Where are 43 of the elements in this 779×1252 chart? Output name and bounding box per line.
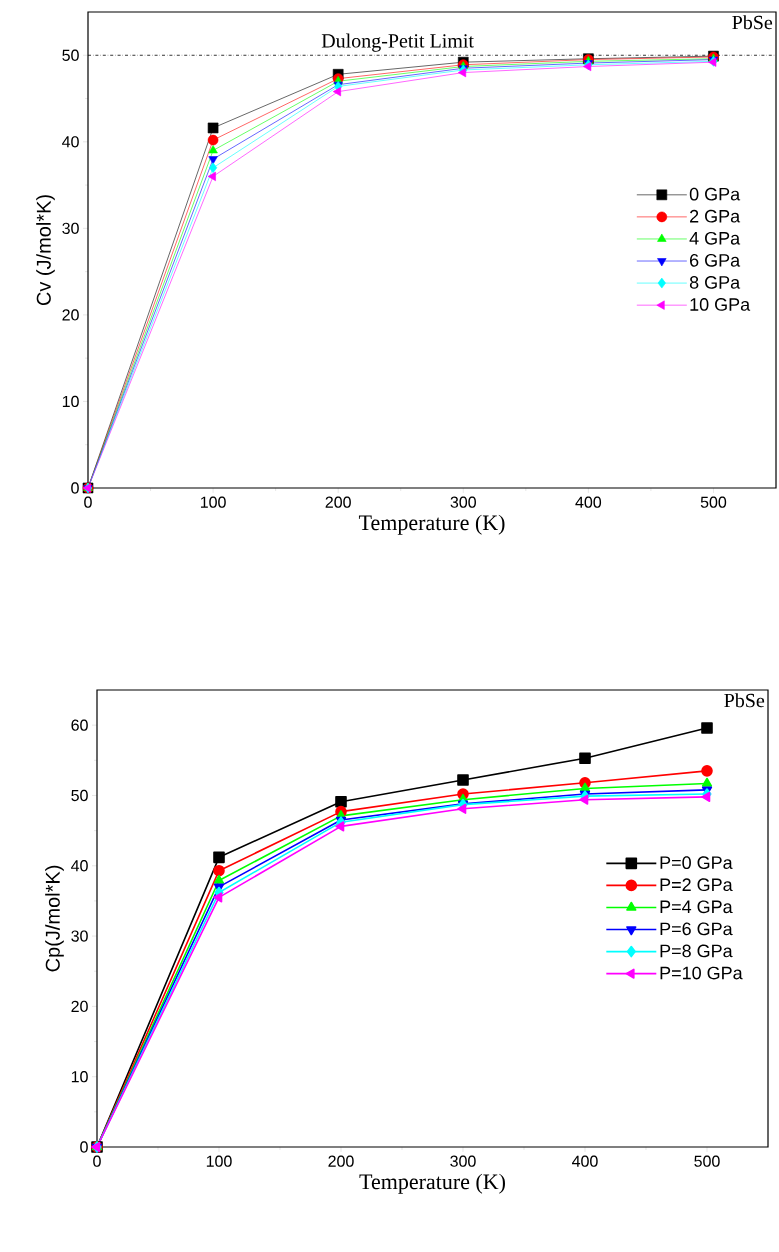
y-axis-title: Cv (J/mol*K) [36, 195, 55, 306]
y-axis-title: Cp(J/mol*K) [45, 865, 64, 972]
x-tick-label: 300 [450, 1155, 476, 1167]
legend-label: 10 GPa [690, 298, 751, 311]
x-tick-label: 0 [93, 1155, 101, 1167]
legend-label: P=6 GPa [660, 922, 733, 936]
x-tick-label: 200 [328, 1155, 354, 1167]
y-tick-label: 30 [62, 222, 79, 235]
y-tick-label: 10 [71, 1071, 88, 1083]
y-tick-label: 50 [71, 789, 88, 802]
x-axis-title: Temperature (K) [358, 514, 505, 535]
x-tick-label: 100 [200, 496, 226, 508]
x-tick-label: 400 [575, 496, 602, 508]
y-tick-label: 30 [71, 930, 88, 942]
legend-label: 6 GPa [690, 253, 741, 267]
legend-label: P=4 GPa [660, 900, 733, 914]
x-axis-title: Temperature (K) [359, 1173, 505, 1194]
x-tick-label: 100 [206, 1155, 232, 1167]
ref-line-label: Dulong-Petit Limit [321, 33, 474, 52]
y-tick-label: 0 [71, 482, 79, 494]
x-tick-label: 500 [694, 1155, 720, 1167]
y-tick-label: 10 [62, 395, 79, 408]
legend-label: P=10 GPa [660, 966, 743, 980]
legend-label: P=0 GPa [660, 856, 733, 870]
y-tick-label: 60 [71, 719, 88, 731]
legend-label: P=2 GPa [660, 878, 733, 892]
y-tick-label: 50 [62, 49, 79, 61]
annotation: PbSe [732, 15, 773, 30]
legend-label: 4 GPa [689, 231, 741, 245]
x-tick-label: 200 [325, 496, 351, 508]
x-tick-label: 500 [700, 496, 727, 508]
y-tick-label: 0 [80, 1141, 88, 1153]
y-tick-label: 40 [62, 136, 79, 148]
annotation: PbSe [724, 693, 765, 708]
x-tick-label: 400 [572, 1155, 598, 1167]
legend-label: 2 GPa [690, 209, 741, 223]
legend-label: P=8 GPa [660, 944, 733, 958]
x-tick-label: 300 [450, 496, 476, 508]
y-tick-label: 20 [62, 309, 79, 321]
y-tick-label: 40 [71, 860, 88, 872]
legend-label: 8 GPa [689, 276, 741, 289]
y-tick-label: 20 [71, 1000, 88, 1013]
legend-label: 0 GPa [689, 187, 741, 201]
